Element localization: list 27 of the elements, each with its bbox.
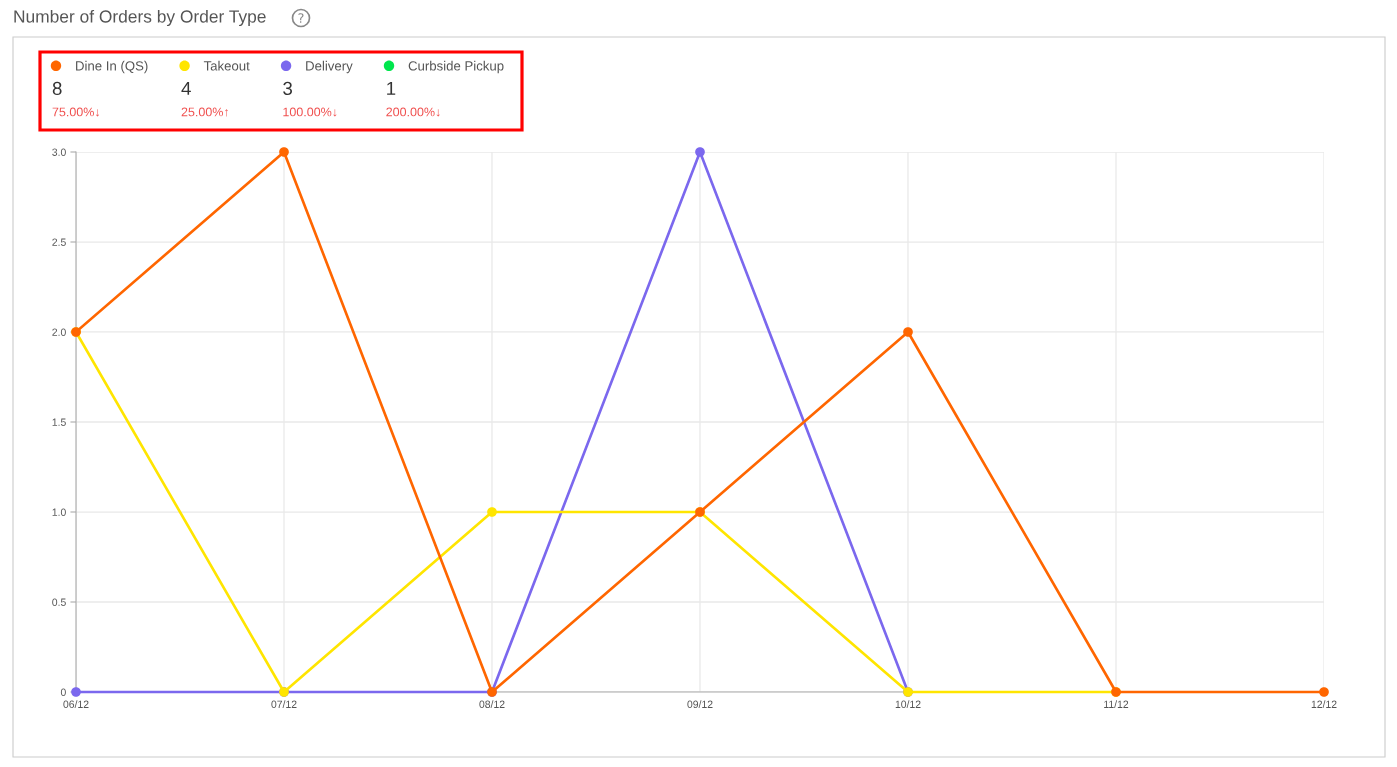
text: 3 [283, 81, 293, 96]
text: 1 [387, 81, 396, 95]
x-tick-label: 08/12 [479, 700, 505, 708]
y-tick-label: 0.5 [52, 598, 66, 606]
y-tick-label: 2.5 [52, 238, 66, 246]
legend-label: Dine In (QS) [76, 60, 148, 74]
x-tick-label: 12/12 [1311, 700, 1337, 708]
x-tick-label: 10/12 [895, 700, 921, 708]
y-tick-label: 3.0 [52, 148, 66, 156]
text: 200.00%↓ [386, 107, 440, 117]
text: 100.00%↓ [283, 107, 337, 117]
text: 75.00%↓ [52, 107, 99, 117]
text: 25.00%↑ [181, 107, 228, 117]
x-tick-label: 11/12 [1104, 700, 1129, 708]
text: 8 [52, 81, 62, 96]
y-tick-label: 1.5 [52, 418, 66, 426]
chart-title: Number of Orders by Order Type [14, 9, 266, 27]
legend-label: Curbside Pickup [408, 60, 504, 74]
legend-label: Delivery [306, 60, 353, 74]
text: 4 [181, 81, 191, 95]
y-tick-label: 2.0 [52, 328, 66, 336]
x-tick-label: 07/12 [271, 700, 297, 708]
legend-label: Takeout [203, 60, 250, 71]
x-tick-label: 09/12 [687, 700, 713, 708]
y-tick-label: 0 [60, 688, 66, 696]
x-tick-label: 06/12 [63, 700, 89, 708]
y-tick-label: 1.0 [52, 508, 66, 516]
